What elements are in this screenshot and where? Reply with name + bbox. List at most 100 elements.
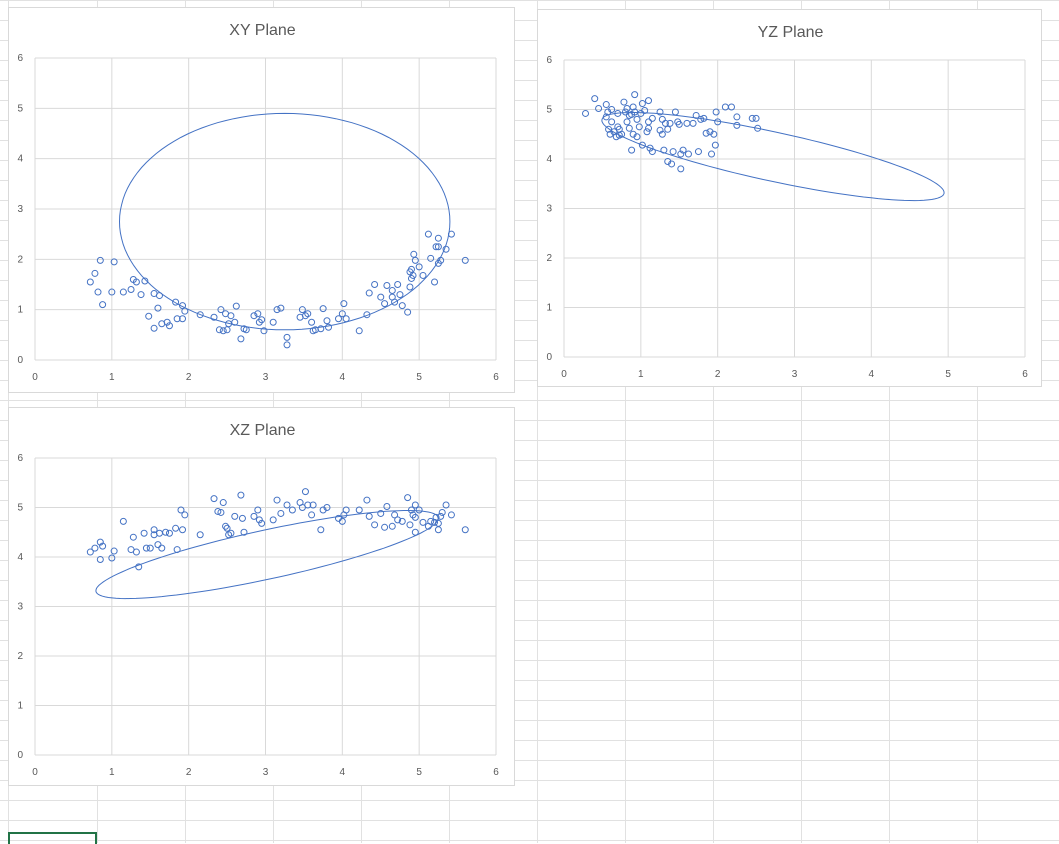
data-point: [398, 302, 406, 310]
data-point: [404, 494, 412, 502]
data-point: [623, 118, 631, 126]
data-point: [595, 105, 603, 113]
data-point: [648, 148, 656, 156]
x-tick-label: 4: [869, 369, 875, 380]
data-point: [301, 312, 309, 320]
data-point: [317, 325, 325, 333]
data-point: [304, 501, 312, 509]
data-point: [677, 165, 685, 173]
chart-title: YZ Plane: [758, 24, 824, 41]
chart-title: XY Plane: [229, 22, 296, 39]
data-point: [340, 300, 348, 308]
data-point: [424, 230, 432, 238]
x-tick-label: 0: [32, 372, 38, 383]
data-point: [323, 504, 331, 511]
y-tick-label: 1: [546, 303, 552, 314]
data-point: [363, 496, 371, 504]
data-point: [196, 311, 204, 319]
data-point: [419, 271, 427, 279]
data-point: [391, 298, 399, 306]
y-tick-label: 5: [17, 103, 23, 114]
xy-plane-plot: XY Plane 0 1 2 3 4 5 6 0 1 2 3 4 5 6: [17, 22, 499, 383]
data-point: [411, 501, 419, 509]
xz-plane-plot: XZ Plane 0 1 2 3 4 5 6 0 1 2 3 4 5 6: [17, 422, 499, 778]
data-point: [165, 529, 173, 537]
data-point: [407, 506, 415, 514]
data-point: [323, 317, 331, 325]
yz-plane-chart[interactable]: YZ Plane 0 1 2 3 4 5 6 0 1 2 3 4 5 6: [537, 9, 1042, 387]
data-point: [692, 111, 700, 119]
data-point: [646, 144, 654, 152]
data-point: [733, 121, 741, 129]
data-point: [415, 263, 423, 271]
data-point: [727, 103, 735, 111]
y-tick-label: 6: [546, 55, 552, 66]
data-point: [648, 114, 656, 122]
data-point: [679, 146, 687, 154]
x-tick-label: 3: [263, 372, 269, 383]
data-point: [628, 146, 636, 154]
data-point: [623, 105, 631, 113]
x-tick-label: 6: [493, 767, 499, 778]
data-point: [172, 298, 180, 306]
data-point: [398, 517, 406, 525]
data-point: [254, 506, 262, 514]
data-point: [708, 150, 716, 158]
data-point: [119, 517, 127, 525]
data-point: [752, 114, 760, 122]
data-point: [432, 513, 440, 521]
y-tick-label: 2: [546, 253, 552, 264]
data-point: [602, 101, 610, 109]
data-point: [689, 119, 697, 127]
data-point: [210, 313, 218, 321]
data-point: [404, 308, 412, 316]
data-point: [381, 523, 389, 531]
selected-cell[interactable]: [8, 832, 97, 844]
xz-plane-chart[interactable]: XZ Plane 0 1 2 3 4 5 6 0 1 2 3 4 5 6: [8, 407, 515, 786]
y-tick-label: 5: [546, 105, 552, 116]
data-point: [415, 506, 423, 514]
xy-plane-chart[interactable]: XY Plane 0 1 2 3 4 5 6 0 1 2 3 4 5 6: [8, 7, 515, 393]
data-point: [645, 124, 653, 132]
data-point: [214, 507, 222, 515]
data-point: [258, 519, 266, 527]
x-tick-label: 5: [416, 372, 422, 383]
data-point: [621, 108, 629, 116]
data-point: [231, 512, 239, 520]
data-point: [365, 512, 373, 520]
data-point: [671, 108, 679, 116]
data-point: [447, 230, 455, 238]
y-tick-label: 2: [17, 651, 23, 662]
data-point: [635, 123, 643, 131]
data-point: [155, 529, 163, 537]
data-point: [714, 118, 722, 126]
data-point: [140, 529, 148, 537]
data-point: [223, 326, 231, 334]
data-point: [119, 288, 127, 296]
data-point: [411, 513, 419, 521]
data-point: [432, 243, 440, 251]
data-point: [283, 333, 291, 341]
data-point: [137, 291, 145, 299]
data-point: [108, 288, 116, 296]
x-tick-label: 1: [109, 767, 115, 778]
data-point: [325, 323, 333, 331]
data-point: [146, 544, 154, 552]
data-point: [110, 258, 118, 266]
y-tick-label: 4: [17, 154, 23, 165]
data-point: [645, 97, 653, 105]
data-point: [108, 554, 116, 562]
data-point: [631, 91, 639, 99]
data-point: [371, 521, 379, 529]
data-point: [355, 327, 363, 335]
data-point: [618, 130, 626, 138]
data-point: [625, 124, 633, 132]
data-point: [154, 304, 162, 312]
data-point: [283, 341, 291, 349]
data-point: [127, 286, 135, 294]
data-point: [308, 318, 316, 326]
data-point: [371, 281, 379, 288]
data-point: [96, 555, 104, 563]
data-point: [391, 511, 399, 519]
data-point: [237, 335, 245, 343]
